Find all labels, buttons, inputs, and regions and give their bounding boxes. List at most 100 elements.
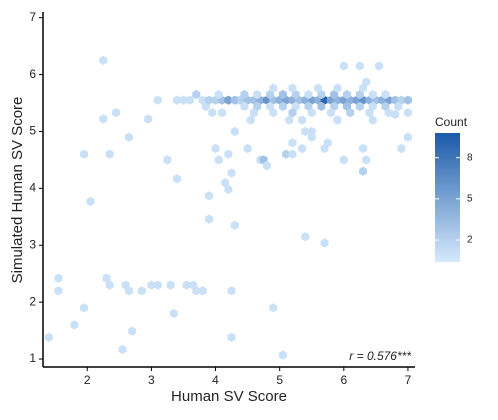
hexbin	[54, 286, 63, 296]
hexbin	[404, 132, 412, 142]
hexbin	[102, 273, 111, 283]
hexbin	[330, 101, 339, 111]
colorbar-tick-label: 2	[467, 235, 473, 246]
hexbin	[282, 149, 291, 159]
hexbin	[298, 143, 307, 154]
hexbin	[304, 89, 313, 100]
hexbin	[86, 196, 95, 206]
hexbin	[211, 143, 220, 154]
hexbin	[288, 138, 297, 148]
hexbin	[278, 350, 287, 360]
y-tick-label: 5	[29, 124, 36, 138]
hexbin	[192, 286, 201, 296]
colorbar-tick-label: 8	[467, 152, 473, 163]
hexbin	[230, 95, 239, 105]
hexbin	[368, 115, 377, 125]
hexbin	[144, 114, 153, 124]
hexbin	[355, 89, 364, 100]
hexbin	[192, 89, 201, 100]
hexbin	[327, 108, 335, 118]
hexbin	[173, 174, 181, 184]
hexbin	[330, 89, 339, 100]
x-tick-label: 2	[84, 373, 91, 387]
hexbin	[266, 101, 274, 111]
hexbin	[266, 89, 274, 100]
x-tick-label: 3	[148, 373, 155, 387]
hexbin	[355, 61, 364, 71]
hexbin	[285, 115, 294, 125]
hexbin	[278, 101, 287, 111]
legend-title: Count	[435, 115, 468, 129]
hexbin	[320, 238, 329, 248]
hexbin	[224, 149, 233, 159]
hexbin	[253, 89, 262, 100]
hexbin	[224, 95, 233, 105]
hexbin	[208, 108, 217, 118]
hexbin	[118, 344, 127, 354]
hexbin	[381, 89, 390, 100]
x-tick-label: 6	[340, 373, 347, 387]
hexbin	[205, 191, 214, 201]
hexbin	[404, 95, 412, 105]
hexbin	[179, 95, 188, 105]
hexbin	[246, 115, 255, 125]
hexbin	[365, 108, 374, 118]
hexbin	[147, 280, 156, 290]
hexbin	[214, 89, 223, 100]
hexbin	[99, 55, 108, 65]
hexbin	[163, 155, 172, 165]
hexbin	[278, 89, 287, 100]
hexbin	[105, 280, 114, 290]
hexbin	[362, 155, 371, 165]
hexbin	[269, 83, 278, 93]
hexbin	[166, 280, 175, 290]
hexbin	[253, 101, 262, 111]
hexbin	[291, 101, 300, 111]
hexbin	[339, 61, 348, 71]
hexbin	[368, 89, 377, 100]
hexbin	[404, 108, 412, 118]
hexbin	[391, 109, 400, 119]
hexbin	[153, 280, 162, 290]
hexbin	[301, 232, 310, 242]
hexbin	[346, 108, 355, 118]
hexbin	[375, 61, 384, 71]
x-tick-label: 4	[212, 373, 219, 387]
hexbin	[240, 89, 249, 100]
hexbin	[198, 286, 207, 296]
hexbin	[240, 101, 249, 111]
hexbin	[198, 95, 207, 105]
hexbin	[368, 101, 377, 111]
hexbin	[105, 149, 114, 159]
hexbin	[169, 308, 178, 319]
hexbin	[269, 108, 278, 118]
hexbin	[262, 161, 271, 171]
hexbin	[205, 95, 214, 105]
hexbin	[218, 108, 226, 118]
y-axis-label: Simulated Human SV Score	[9, 97, 26, 284]
hexbin	[359, 166, 367, 176]
hexbin	[269, 303, 278, 313]
hexbin	[214, 155, 223, 165]
hexbin	[185, 95, 194, 105]
hexbin	[307, 126, 316, 137]
colorbar	[435, 133, 460, 262]
hexbin	[182, 280, 191, 290]
hexbin	[125, 132, 133, 142]
hexbin	[230, 126, 239, 137]
hexbin	[304, 101, 313, 111]
y-tick-label: 3	[29, 237, 36, 251]
hexbin	[54, 273, 63, 283]
hexbin	[44, 332, 53, 342]
hexbin	[153, 95, 162, 105]
x-axis-label: Human SV Score	[171, 388, 287, 405]
hexbin	[227, 332, 236, 342]
hexbin	[314, 83, 323, 93]
hexbin	[333, 115, 342, 125]
hexbin	[99, 114, 108, 124]
hexbin	[355, 101, 364, 111]
hexbin	[80, 303, 88, 313]
hexbin	[343, 101, 351, 111]
hexbin	[243, 143, 252, 154]
